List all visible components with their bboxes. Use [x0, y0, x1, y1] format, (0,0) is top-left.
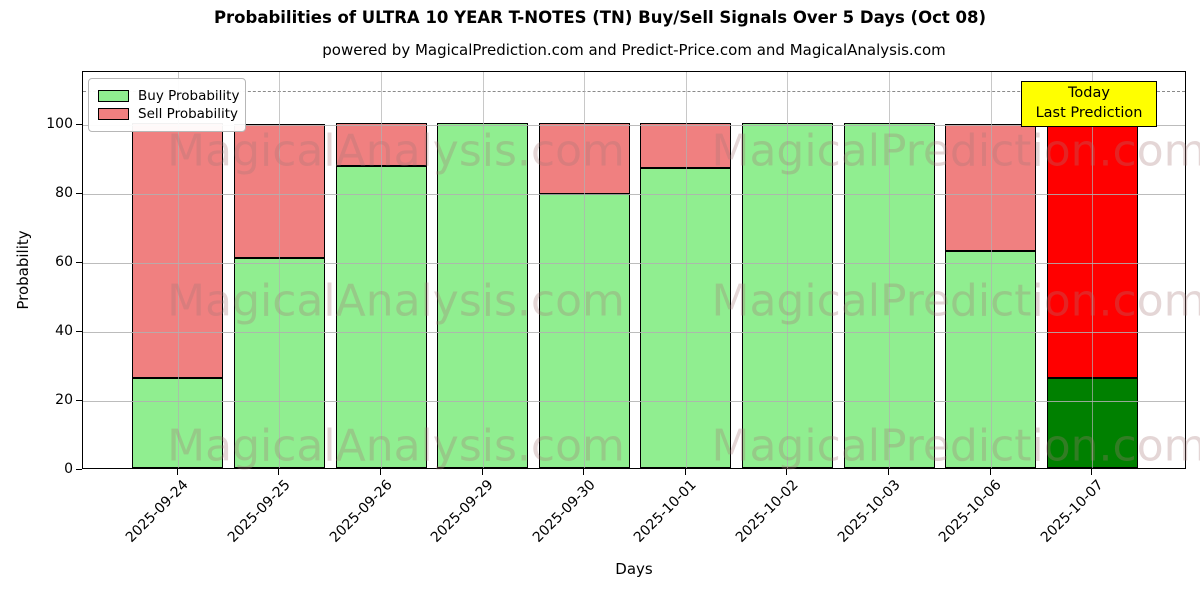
watermark-text: MagicalAnalysis.com — [167, 420, 625, 472]
vertical-gridline — [279, 72, 281, 468]
legend-swatch — [98, 90, 129, 102]
watermark-text: MagicalAnalysis.com — [167, 275, 625, 327]
watermark-text: MagicalAnalysis.com — [167, 125, 625, 177]
annotation-line-1: Today — [1068, 85, 1110, 102]
x-tick-mark — [481, 469, 483, 475]
y-tick-label: 100 — [46, 116, 73, 133]
y-tick-label: 0 — [64, 461, 73, 477]
horizontal-gridline — [83, 194, 1185, 196]
chart-subtitle: powered by MagicalPrediction.com and Pre… — [322, 41, 946, 59]
today-annotation: Today Last Prediction — [1021, 81, 1157, 127]
y-tick-label: 60 — [55, 254, 73, 271]
y-tick-mark — [76, 331, 82, 333]
legend: Buy Probability Sell Probability — [88, 78, 246, 132]
vertical-gridline — [177, 72, 179, 468]
y-tick-mark — [76, 400, 82, 402]
y-axis-label: Probability — [14, 230, 32, 310]
x-tick-label: 2025-09-29 — [428, 477, 497, 546]
vertical-gridline — [584, 72, 586, 468]
x-tick-label: 2025-09-26 — [326, 477, 396, 546]
x-tick-mark — [786, 469, 788, 475]
vertical-gridline — [381, 72, 382, 468]
legend-row: Sell Probability — [98, 106, 239, 122]
legend-label: Buy Probability — [138, 88, 240, 104]
x-tick-label: 2025-10-02 — [732, 477, 802, 546]
legend-label: Sell Probability — [138, 106, 239, 122]
x-tick-mark — [888, 469, 889, 475]
horizontal-gridline — [83, 125, 1185, 127]
horizontal-gridline — [83, 263, 1185, 265]
x-tick-mark — [583, 469, 585, 475]
x-tick-mark — [1091, 469, 1093, 475]
watermark-text: MagicalPrediction.com — [711, 275, 1200, 327]
horizontal-gridline — [83, 332, 1185, 334]
horizontal-gridline — [83, 401, 1185, 403]
y-tick-mark — [76, 124, 82, 126]
chart-title: Probabilities of ULTRA 10 YEAR T-NOTES (… — [213, 8, 987, 27]
y-tick-mark — [76, 262, 82, 264]
vertical-gridline — [685, 72, 687, 468]
vertical-gridline — [990, 72, 992, 468]
x-tick-label: 2025-09-25 — [224, 477, 294, 546]
y-tick-label: 80 — [55, 185, 73, 202]
y-tick-label: 20 — [55, 392, 73, 409]
x-tick-label: 2025-09-30 — [529, 477, 599, 546]
y-tick-mark — [76, 469, 82, 470]
x-tick-mark — [278, 469, 280, 475]
watermark-text: MagicalPrediction.com — [711, 125, 1200, 177]
x-tick-mark — [176, 469, 178, 475]
x-axis-label: Days — [615, 560, 653, 578]
watermark-text: MagicalPrediction.com — [711, 420, 1200, 472]
x-tick-mark — [380, 469, 381, 475]
vertical-gridline — [1092, 72, 1094, 468]
x-tick-label: 2025-10-06 — [936, 477, 1005, 546]
vertical-gridline — [787, 72, 789, 468]
legend-row: Buy Probability — [98, 88, 240, 104]
x-tick-label: 2025-10-01 — [631, 477, 701, 546]
x-tick-mark — [989, 469, 991, 475]
x-tick-label: 2025-09-24 — [123, 477, 193, 546]
legend-swatch — [98, 108, 129, 120]
y-tick-label: 40 — [55, 323, 73, 340]
x-tick-mark — [684, 469, 686, 475]
x-tick-label: 2025-10-03 — [834, 477, 904, 546]
vertical-gridline — [482, 72, 484, 468]
y-tick-mark — [76, 193, 82, 195]
vertical-gridline — [889, 72, 890, 468]
dashed-threshold-line — [83, 90, 1185, 92]
x-tick-label: 2025-10-07 — [1037, 477, 1107, 546]
annotation-line-2: Last Prediction — [1035, 105, 1143, 121]
plot-area: Buy Probability Sell Probability Today La… — [82, 71, 1200, 472]
